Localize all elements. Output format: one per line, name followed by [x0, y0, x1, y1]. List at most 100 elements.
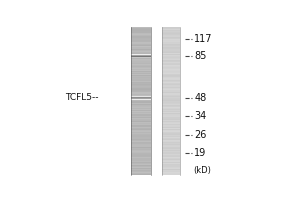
Bar	[162, 114, 181, 115]
Bar	[130, 132, 152, 133]
Bar	[130, 56, 152, 57]
Bar	[162, 73, 181, 74]
Bar	[162, 162, 181, 163]
Bar	[162, 60, 181, 61]
Bar	[162, 151, 181, 152]
Bar	[130, 47, 152, 48]
Bar	[162, 166, 181, 167]
Bar	[130, 128, 152, 129]
Bar	[130, 90, 152, 91]
Bar	[130, 96, 152, 97]
Bar	[162, 135, 181, 136]
Bar	[162, 91, 181, 92]
Bar	[130, 28, 152, 29]
Bar	[162, 43, 181, 44]
Bar	[130, 163, 152, 164]
Bar	[162, 160, 181, 161]
Bar	[162, 56, 181, 57]
Bar	[162, 109, 181, 110]
Bar	[130, 72, 152, 73]
Bar	[162, 101, 181, 102]
Bar	[162, 57, 181, 58]
Bar	[130, 92, 152, 93]
Bar	[162, 78, 181, 79]
Bar	[162, 51, 181, 52]
Text: 48: 48	[194, 93, 207, 103]
Bar	[162, 94, 181, 95]
Bar	[130, 116, 152, 117]
Bar	[130, 62, 152, 63]
Bar	[130, 32, 152, 33]
Bar	[130, 34, 152, 35]
Text: 85: 85	[194, 51, 207, 61]
Bar	[130, 153, 152, 154]
Bar	[130, 156, 152, 157]
Bar	[162, 143, 181, 144]
Bar	[130, 60, 152, 61]
Bar	[130, 126, 152, 127]
Bar	[162, 120, 181, 121]
Bar	[130, 121, 152, 122]
Bar	[130, 131, 152, 132]
Bar	[162, 37, 181, 38]
Bar	[130, 98, 152, 99]
Bar	[162, 30, 181, 31]
Text: 117: 117	[194, 34, 213, 44]
Bar	[162, 31, 181, 32]
Bar	[162, 48, 181, 49]
Bar	[162, 29, 181, 30]
Bar	[130, 106, 152, 107]
Bar	[130, 122, 152, 123]
Bar	[130, 74, 152, 75]
Bar	[130, 37, 152, 38]
Bar	[162, 130, 181, 131]
Bar	[130, 82, 152, 83]
Bar	[130, 33, 152, 34]
Bar	[130, 148, 152, 149]
Bar	[130, 171, 152, 172]
Bar	[130, 67, 152, 68]
Bar	[130, 145, 152, 146]
Bar	[162, 144, 181, 145]
Bar	[162, 121, 181, 122]
Bar	[130, 83, 152, 84]
Bar	[130, 48, 152, 49]
Bar	[162, 52, 181, 53]
Bar	[130, 123, 152, 124]
Bar	[130, 39, 152, 40]
Bar	[162, 146, 181, 147]
Bar	[130, 91, 152, 92]
Bar	[162, 149, 181, 150]
Bar	[130, 113, 152, 114]
Bar	[162, 129, 181, 130]
Bar	[162, 152, 181, 153]
Text: 34: 34	[194, 111, 207, 121]
Bar	[130, 58, 152, 59]
Bar	[130, 94, 152, 95]
Bar	[130, 57, 152, 58]
Bar	[130, 71, 152, 72]
Bar	[130, 100, 152, 101]
Bar	[162, 104, 181, 105]
Bar	[130, 135, 152, 136]
Bar	[162, 32, 181, 33]
Bar	[162, 42, 181, 43]
Bar	[130, 99, 152, 100]
Bar	[130, 118, 152, 119]
Bar	[162, 75, 181, 76]
Bar	[130, 157, 152, 158]
Bar	[162, 65, 181, 66]
Bar	[162, 97, 181, 98]
Bar	[130, 29, 152, 30]
Bar	[130, 119, 152, 120]
Bar	[130, 169, 152, 170]
Bar	[130, 55, 152, 56]
Bar	[130, 88, 152, 89]
Bar	[162, 35, 181, 36]
Bar	[130, 64, 152, 65]
Bar	[130, 140, 152, 141]
Bar	[130, 80, 152, 81]
Text: 26: 26	[194, 130, 207, 140]
Bar	[130, 68, 152, 69]
Bar	[130, 27, 152, 28]
